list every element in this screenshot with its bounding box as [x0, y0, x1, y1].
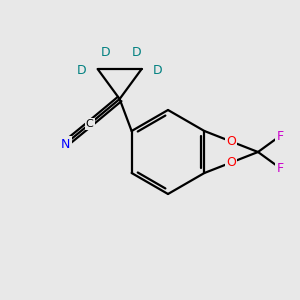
Text: O: O — [226, 135, 236, 148]
Text: F: F — [276, 130, 284, 142]
Text: F: F — [276, 161, 284, 175]
Text: D: D — [101, 46, 110, 59]
Text: C: C — [86, 119, 94, 129]
Text: N: N — [61, 137, 70, 151]
Text: D: D — [153, 64, 162, 77]
Text: D: D — [132, 46, 141, 59]
Text: O: O — [226, 156, 236, 169]
Text: D: D — [77, 64, 86, 77]
